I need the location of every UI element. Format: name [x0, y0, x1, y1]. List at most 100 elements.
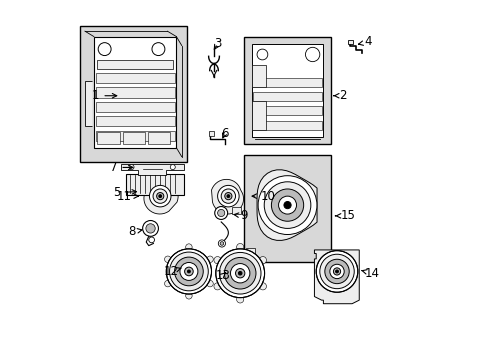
Circle shape — [319, 251, 327, 260]
Bar — [96, 87, 174, 98]
Bar — [251, 101, 265, 130]
Bar — [246, 248, 255, 261]
Polygon shape — [257, 170, 316, 240]
Circle shape — [333, 268, 340, 275]
Circle shape — [305, 47, 319, 62]
Circle shape — [206, 280, 213, 287]
Text: 8: 8 — [127, 225, 142, 238]
Circle shape — [145, 224, 155, 233]
Circle shape — [217, 210, 224, 217]
Circle shape — [148, 237, 154, 243]
Circle shape — [185, 293, 192, 299]
Circle shape — [238, 271, 242, 275]
Circle shape — [284, 202, 290, 209]
Circle shape — [264, 182, 310, 228]
Text: 2: 2 — [333, 89, 346, 102]
Circle shape — [129, 165, 134, 170]
Circle shape — [257, 49, 267, 60]
Circle shape — [316, 251, 357, 292]
Circle shape — [169, 252, 208, 291]
Circle shape — [220, 242, 223, 245]
Circle shape — [152, 42, 164, 55]
Circle shape — [98, 42, 111, 55]
Bar — [348, 40, 352, 44]
Circle shape — [215, 249, 264, 298]
Bar — [251, 44, 323, 137]
Text: 14: 14 — [361, 267, 379, 280]
Circle shape — [214, 207, 227, 220]
Text: 13: 13 — [215, 269, 230, 282]
Circle shape — [230, 264, 249, 283]
Circle shape — [221, 189, 235, 203]
Bar — [244, 37, 330, 144]
Circle shape — [170, 165, 175, 170]
Circle shape — [164, 256, 171, 262]
Polygon shape — [121, 164, 183, 175]
Polygon shape — [314, 250, 359, 304]
Bar — [147, 132, 170, 144]
Text: 15: 15 — [335, 210, 355, 222]
Circle shape — [324, 259, 348, 284]
Bar — [96, 131, 174, 140]
Circle shape — [319, 254, 353, 289]
Text: 7: 7 — [110, 161, 133, 174]
Bar — [96, 116, 174, 126]
Circle shape — [184, 267, 193, 276]
Circle shape — [259, 257, 266, 264]
Bar — [97, 132, 120, 144]
Bar — [253, 121, 321, 130]
Text: 5: 5 — [113, 186, 136, 199]
Text: 10: 10 — [252, 190, 275, 203]
Text: 6: 6 — [221, 127, 228, 140]
Bar — [126, 174, 183, 195]
Circle shape — [335, 270, 338, 273]
Bar — [253, 78, 321, 87]
Bar — [97, 60, 172, 69]
Polygon shape — [85, 81, 92, 126]
Bar — [96, 73, 174, 83]
Circle shape — [217, 185, 239, 207]
Circle shape — [224, 193, 231, 200]
Circle shape — [236, 296, 244, 303]
Bar — [208, 131, 214, 135]
Circle shape — [235, 269, 244, 278]
Bar — [251, 65, 265, 87]
Circle shape — [259, 283, 266, 290]
Text: 9: 9 — [234, 210, 248, 222]
Text: 4: 4 — [358, 35, 371, 49]
Text: 11: 11 — [117, 190, 138, 203]
Circle shape — [226, 195, 229, 198]
Circle shape — [185, 244, 192, 250]
Circle shape — [224, 257, 255, 289]
Circle shape — [206, 256, 213, 262]
Bar — [231, 207, 241, 214]
Bar — [96, 102, 174, 112]
Circle shape — [329, 264, 344, 279]
Circle shape — [218, 240, 225, 247]
Circle shape — [174, 257, 203, 286]
Text: 3: 3 — [213, 37, 221, 50]
Circle shape — [153, 189, 167, 203]
Bar — [253, 107, 321, 116]
Bar — [253, 92, 321, 101]
Circle shape — [180, 262, 198, 280]
Circle shape — [214, 257, 221, 264]
Bar — [80, 26, 187, 162]
Circle shape — [149, 185, 171, 207]
Circle shape — [219, 252, 261, 294]
Text: 1: 1 — [92, 89, 117, 102]
Bar — [94, 37, 176, 148]
Circle shape — [258, 176, 316, 234]
Circle shape — [187, 270, 190, 273]
Text: 12: 12 — [163, 265, 181, 278]
Circle shape — [166, 249, 211, 294]
Circle shape — [214, 283, 221, 290]
Polygon shape — [211, 179, 243, 214]
Bar — [244, 155, 330, 262]
Circle shape — [164, 280, 171, 287]
Bar — [122, 132, 145, 144]
Circle shape — [156, 193, 163, 200]
Circle shape — [271, 189, 303, 221]
Circle shape — [236, 243, 244, 251]
Circle shape — [142, 221, 158, 236]
